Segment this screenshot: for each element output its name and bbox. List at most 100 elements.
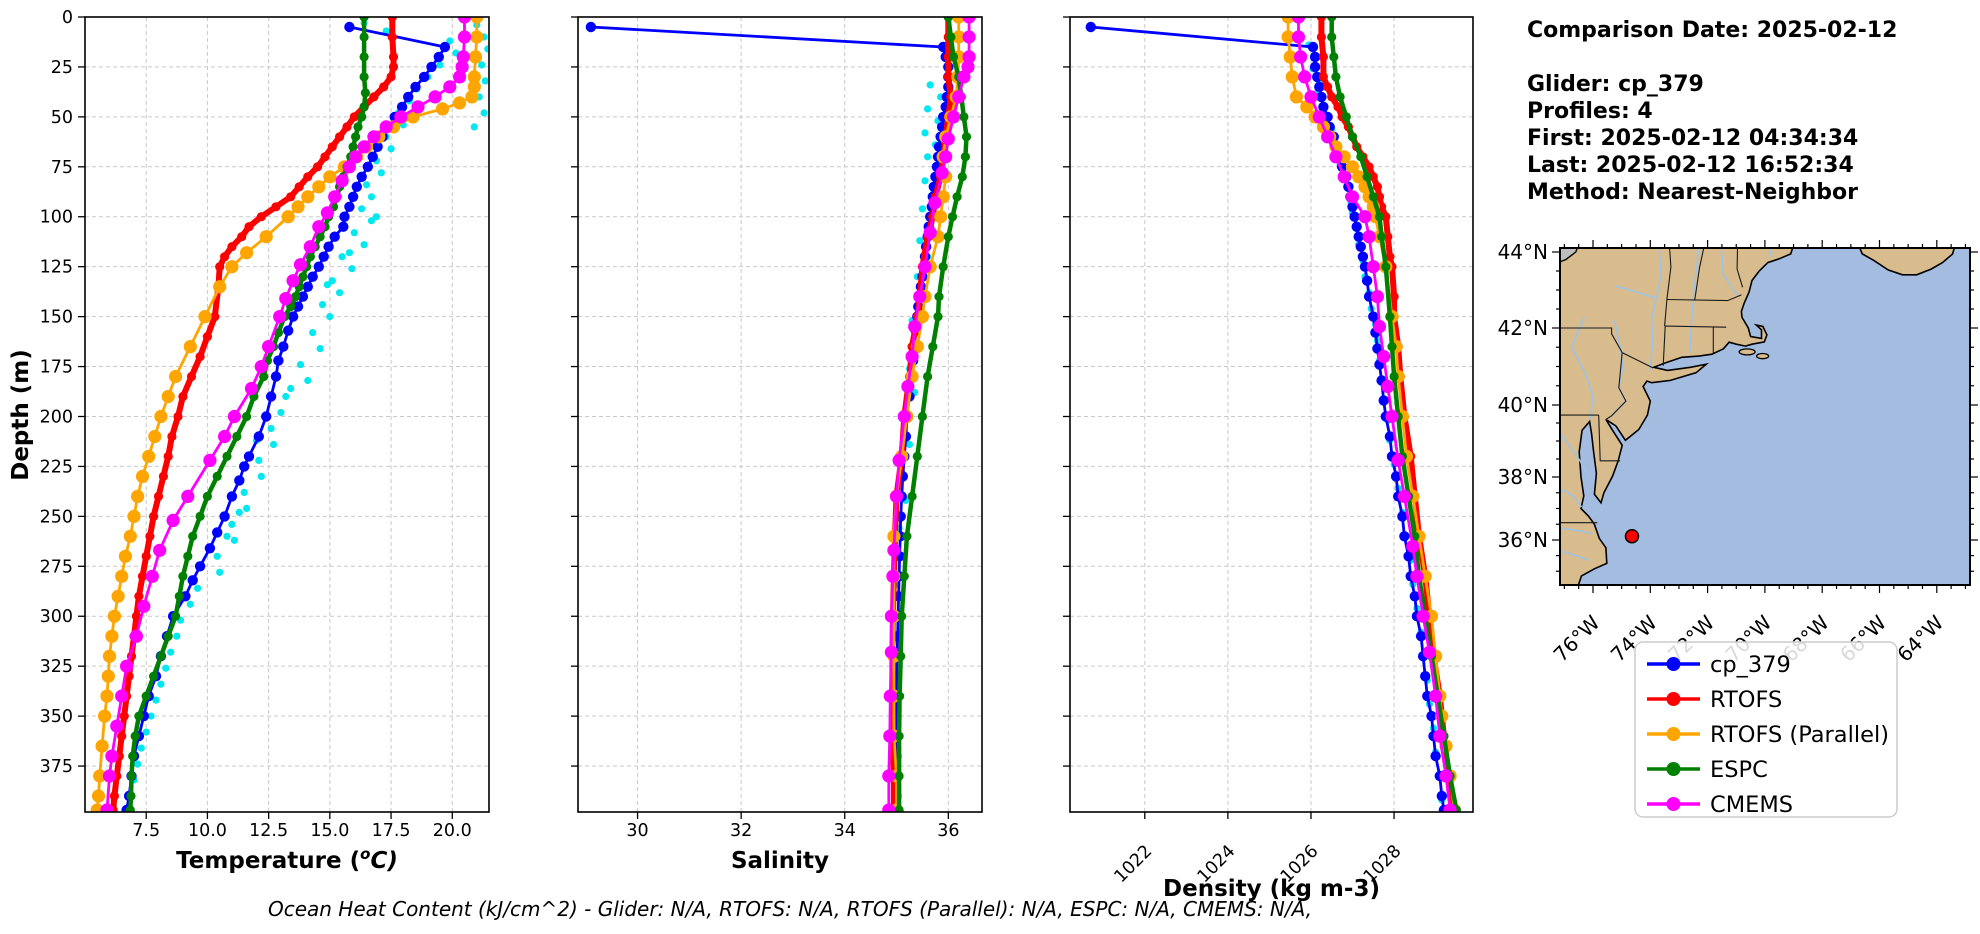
series-marker-cmems xyxy=(102,769,117,783)
legend-label: CMEMS xyxy=(1710,792,1793,818)
series-marker-cmems xyxy=(1304,90,1318,104)
series-marker-cmems xyxy=(1291,30,1306,44)
series-marker-rtofs xyxy=(215,262,225,272)
series-marker-cp_379 xyxy=(1353,231,1364,242)
map-state-border xyxy=(1560,327,1623,353)
series-marker-glider-raw xyxy=(358,205,366,213)
y-tick-label: 125 xyxy=(40,258,73,278)
series-marker-cmems xyxy=(110,719,124,733)
series-marker-espc xyxy=(353,122,363,132)
series-marker-cmems xyxy=(962,50,976,64)
series-marker-cp_379 xyxy=(356,171,367,182)
series-marker-cp_379 xyxy=(1403,551,1414,562)
series-marker-espc xyxy=(1329,52,1339,62)
series-marker-rtofs xyxy=(109,791,119,801)
series-marker-rtofs xyxy=(335,132,345,142)
map-state-border xyxy=(1598,415,1621,462)
y-tick-label: 375 xyxy=(40,757,73,777)
series-marker-cmems xyxy=(129,629,143,643)
map-river xyxy=(1689,248,1700,354)
series-marker-espc xyxy=(212,471,222,481)
legend-entry-cp-379: cp_379 xyxy=(1647,652,1791,678)
series-marker-cp_379 xyxy=(362,161,373,172)
y-tick-label: 300 xyxy=(40,607,73,627)
series-marker-espc xyxy=(359,102,369,112)
series-marker-espc xyxy=(126,791,136,801)
series-marker-cmems xyxy=(1345,190,1360,204)
series-marker-cmems xyxy=(1370,290,1384,304)
map-state-border xyxy=(1664,299,1668,327)
series-marker-cmems xyxy=(303,240,317,254)
series-marker-cmems xyxy=(137,599,151,613)
series-marker-cp_379 xyxy=(287,311,299,322)
series-marker-cmems xyxy=(357,140,371,154)
series-marker-rtofs xyxy=(294,182,304,192)
y-tick-label: 275 xyxy=(40,557,73,577)
series-marker-espc xyxy=(156,651,166,661)
series-marker-glider-raw xyxy=(213,552,221,560)
series-marker-espc xyxy=(938,262,948,272)
series-marker-rtofs xyxy=(1327,92,1337,102)
series-marker-rtofs xyxy=(220,252,230,262)
series-marker-cmems xyxy=(1372,320,1387,334)
series-marker-espc xyxy=(141,691,151,701)
legend-marker-sample xyxy=(1666,692,1681,706)
series-marker-rtofs-parallel xyxy=(142,449,156,463)
series-marker-espc xyxy=(934,292,944,302)
series-marker-cp_379 xyxy=(323,241,334,252)
series-layer xyxy=(1085,17,1461,812)
series-marker-rtofs xyxy=(256,212,266,222)
series-marker-glider-raw xyxy=(267,424,275,433)
series-marker-cp_379 xyxy=(329,231,340,242)
series-marker-cp_379 xyxy=(1430,750,1441,762)
series-marker-cmems xyxy=(115,689,129,703)
series-marker-espc xyxy=(952,192,962,202)
map-river xyxy=(1560,487,1583,508)
series-marker-rtofs xyxy=(369,92,379,102)
series-marker-rtofs-parallel xyxy=(406,110,420,124)
map-land-mainland xyxy=(1560,248,1794,585)
series-marker-cmems xyxy=(453,70,467,84)
legend-marker-sample xyxy=(1666,727,1681,741)
series-marker-cp_379 xyxy=(1409,591,1421,602)
series-marker-glider-raw xyxy=(905,440,914,449)
series-marker-rtofs-parallel xyxy=(468,50,483,64)
last-profile-time-text: Last: 2025-02-12 16:52:34 xyxy=(1527,153,1854,178)
legend-label: RTOFS (Parallel) xyxy=(1710,722,1889,748)
y-tick-label: 50 xyxy=(51,108,73,128)
series-marker-rtofs-parallel xyxy=(198,310,212,324)
series-marker-cmems xyxy=(1416,609,1430,623)
series-marker-glider-raw xyxy=(173,632,181,640)
series-marker-rtofs-parallel xyxy=(240,246,254,260)
series-marker-cmems xyxy=(918,260,932,274)
series-marker-rtofs xyxy=(134,591,144,601)
series-layer xyxy=(90,17,489,812)
series-marker-cp_379 xyxy=(1368,311,1379,322)
series-marker-espc xyxy=(1362,172,1372,182)
series-marker-cmems xyxy=(1381,379,1395,394)
y-tick-label: 225 xyxy=(40,457,73,477)
map-state-border xyxy=(1621,352,1654,369)
series-marker-rtofs xyxy=(124,671,134,681)
series-marker-cmems xyxy=(1429,689,1443,703)
series-marker-espc xyxy=(894,771,904,781)
series-marker-cp_379 xyxy=(302,281,313,292)
series-marker-glider-raw xyxy=(363,181,371,189)
series-marker-espc xyxy=(359,32,369,42)
series-marker-espc xyxy=(948,52,959,62)
series-marker-espc xyxy=(149,671,159,681)
series-marker-glider-raw xyxy=(326,313,334,321)
series-marker-glider-raw xyxy=(481,77,489,85)
series-marker-rtofs-parallel xyxy=(312,180,326,194)
series-marker-cp_379 xyxy=(1390,471,1402,482)
series-marker-glider-raw xyxy=(323,281,331,289)
series-marker-glider-raw xyxy=(318,301,327,309)
series-marker-rtofs xyxy=(244,222,254,232)
series-marker-cp_379 xyxy=(1314,81,1325,93)
series-marker-rtofs xyxy=(943,72,953,82)
series-marker-cmems xyxy=(1377,350,1391,364)
series-marker-rtofs-parallel xyxy=(465,90,479,104)
series-marker-glider-raw xyxy=(484,45,489,53)
series-marker-rtofs-parallel xyxy=(98,709,112,723)
